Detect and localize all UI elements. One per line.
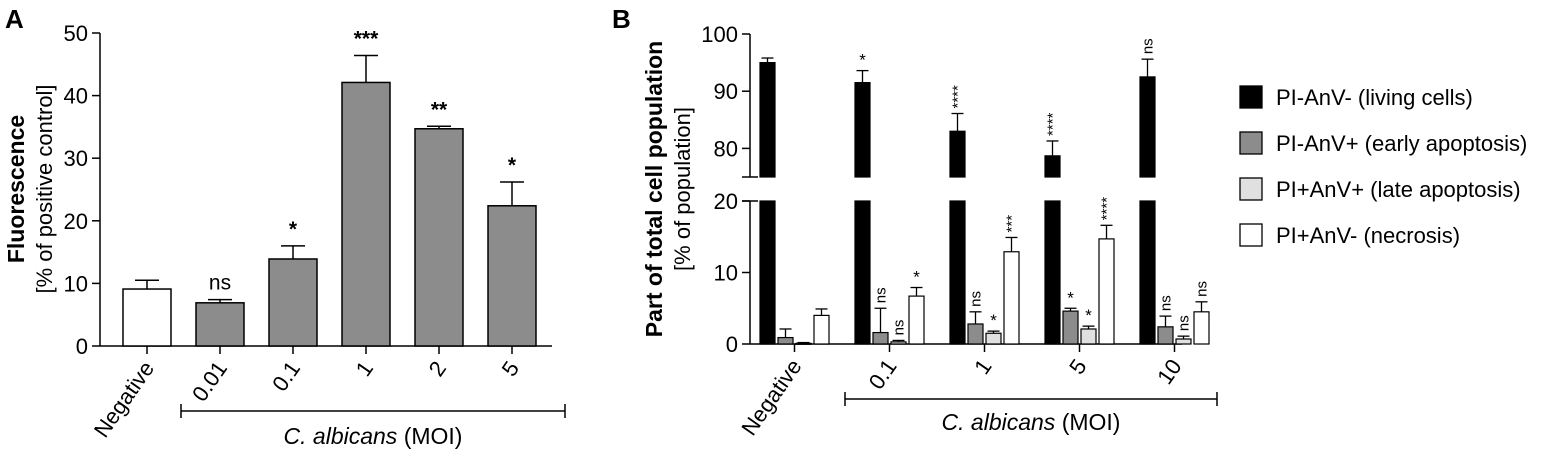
- significance-label: ns: [1158, 295, 1175, 311]
- significance-label: *: [913, 268, 920, 287]
- x-tick-label: 5: [497, 357, 525, 381]
- bar: [759, 61, 776, 178]
- legend-swatch: [1239, 85, 1263, 109]
- significance-label: ***: [354, 28, 379, 51]
- bar: [1080, 328, 1097, 345]
- significance-label: ns: [1176, 315, 1193, 331]
- significance-label: ***: [1004, 215, 1021, 233]
- y-tick-label: 50: [64, 21, 88, 46]
- significance-label: *: [289, 218, 298, 241]
- x-tick-label: Negative: [736, 355, 806, 440]
- group-label-species: C. albicans: [942, 409, 1056, 435]
- legend-swatch: [1239, 131, 1263, 155]
- y-axis-title: Part of total cell population: [641, 41, 667, 337]
- group-label: C. albicans (MOI): [942, 409, 1121, 435]
- x-tick-label: 10: [1152, 355, 1187, 389]
- bar: [487, 205, 537, 347]
- x-tick-label: Negative: [89, 357, 159, 442]
- significance-label: ns: [891, 320, 908, 336]
- bar: [908, 295, 925, 345]
- significance-label: ns: [1140, 38, 1157, 54]
- x-tick-label: 5: [1064, 355, 1092, 379]
- significance-label: *: [508, 154, 517, 177]
- bar: [1062, 310, 1079, 345]
- bar: [1157, 326, 1174, 345]
- bar: [1044, 155, 1061, 178]
- significance-label: ns: [968, 291, 985, 307]
- bar: [1139, 200, 1156, 345]
- x-tick-label: 2: [424, 357, 452, 381]
- bar: [872, 331, 889, 345]
- legend-label: PI-AnV+ (early apoptosis): [1276, 131, 1527, 156]
- bar: [949, 130, 966, 178]
- panel-b: B 0 10 20 80 90 100 Part of total cell populati…: [612, 4, 1527, 440]
- bar: [195, 302, 245, 347]
- y-axis-title: Fluorescence: [3, 115, 29, 263]
- bar: [967, 323, 984, 345]
- significance-label: ns: [1194, 281, 1211, 297]
- bar: [1044, 200, 1061, 345]
- x-tick-label: 0.1: [267, 357, 305, 396]
- panel-label: B: [612, 4, 631, 34]
- significance-label: *: [1085, 306, 1092, 325]
- bar: [1193, 311, 1210, 345]
- x-tick-label: 1: [351, 357, 379, 381]
- group-label-unit: (MOI): [397, 423, 462, 449]
- bar: [1098, 238, 1115, 345]
- y-tick-label: 0: [76, 334, 88, 359]
- x-tick-label: 0.01: [187, 357, 232, 406]
- panel-label: A: [5, 4, 24, 34]
- y-tick-label: 90: [714, 79, 738, 104]
- significance-label: *: [990, 311, 997, 330]
- bar: [414, 128, 464, 347]
- y-tick-label: 20: [64, 209, 88, 234]
- bar: [949, 200, 966, 345]
- significance-label: ****: [950, 85, 967, 109]
- y-tick-label: 10: [64, 271, 88, 296]
- legend-label: PI+AnV+ (late apoptosis): [1276, 177, 1521, 202]
- significance-label: ****: [1099, 197, 1116, 221]
- bar: [1175, 338, 1192, 345]
- bar: [890, 341, 907, 345]
- group-label-species: C. albicans: [284, 423, 398, 449]
- bar: [341, 81, 391, 347]
- legend-label: PI-AnV- (living cells): [1276, 85, 1473, 110]
- significance-label: **: [431, 98, 448, 121]
- x-tick-label: 1: [969, 355, 997, 379]
- bar: [985, 332, 1002, 345]
- significance-label: *: [1067, 288, 1074, 307]
- significance-label: *: [859, 51, 866, 70]
- y-tick-label: 30: [64, 146, 88, 171]
- y-tick-label: 10: [714, 261, 738, 286]
- significance-label: ns: [209, 272, 231, 295]
- significance-label: ns: [873, 287, 890, 303]
- significance-label: ****: [1045, 112, 1062, 136]
- bar: [759, 200, 776, 345]
- legend-label: PI+AnV- (necrosis): [1276, 223, 1460, 248]
- panel-a: A 0 10 20 30 40 50 Fluorescence [% of positive c…: [3, 4, 566, 449]
- group-label-unit: (MOI): [1055, 409, 1120, 435]
- legend-swatch: [1239, 223, 1263, 247]
- bar: [854, 82, 871, 178]
- y-tick-label: 80: [714, 136, 738, 161]
- bar: [777, 336, 794, 345]
- bar: [813, 314, 830, 345]
- y-tick-label: 100: [701, 22, 738, 47]
- bar: [854, 200, 871, 345]
- x-tick-label: 0.1: [864, 355, 902, 394]
- group-label: C. albicans (MOI): [284, 423, 463, 449]
- bar: [1139, 76, 1156, 178]
- y-tick-label: 40: [64, 84, 88, 109]
- bar: [1003, 251, 1020, 345]
- bar: [122, 288, 172, 347]
- legend-swatch: [1239, 177, 1263, 201]
- y-tick-label: 0: [726, 332, 738, 357]
- y-axis-subtitle: [% of positive control]: [32, 84, 57, 293]
- y-tick-label: 20: [714, 189, 738, 214]
- y-axis-subtitle: [% of population]: [670, 107, 695, 271]
- bar: [795, 342, 812, 345]
- bar: [268, 258, 318, 347]
